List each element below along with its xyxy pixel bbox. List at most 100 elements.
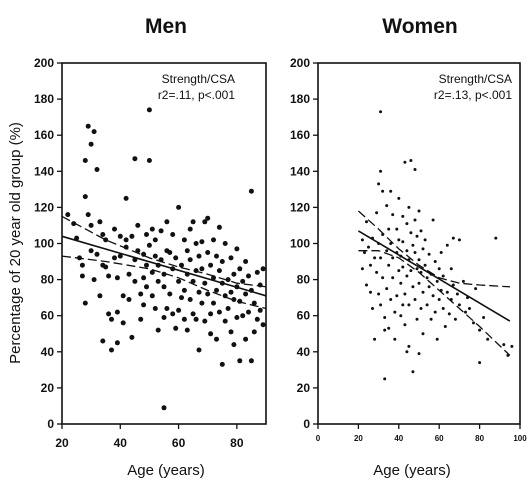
women-y-tick-label: 180 bbox=[290, 92, 310, 106]
men-y-tick-label: 20 bbox=[41, 381, 55, 395]
men-y-tick-label: 80 bbox=[41, 273, 55, 287]
women-data-point bbox=[391, 276, 395, 280]
men-data-point bbox=[117, 253, 123, 259]
men-data-point bbox=[123, 195, 129, 201]
men-data-point bbox=[214, 336, 219, 342]
women-y-tick-label: 120 bbox=[290, 200, 310, 214]
women-data-point bbox=[411, 243, 415, 247]
men-data-point bbox=[181, 287, 187, 293]
men-data-point bbox=[170, 311, 176, 317]
men-fit-line bbox=[61, 235, 267, 297]
men-data-point bbox=[167, 250, 173, 255]
men-data-point bbox=[167, 291, 173, 297]
women-x-tick-label: 20 bbox=[354, 434, 363, 443]
women-data-point bbox=[401, 240, 405, 244]
women-data-point bbox=[510, 344, 514, 348]
men-data-point bbox=[91, 277, 97, 283]
women-y-tick-label: 40 bbox=[297, 345, 311, 359]
women-data-point bbox=[425, 303, 429, 307]
women-data-point bbox=[449, 267, 453, 271]
women-plot-panel: 0 20 40 60 80 100 120 140 160 180 200 0 20 40 60 80 100 bbox=[290, 56, 527, 443]
men-data-point bbox=[211, 300, 216, 306]
women-data-point bbox=[389, 242, 393, 245]
men-data-point bbox=[97, 219, 103, 225]
men-data-point bbox=[161, 271, 167, 277]
women-data-point bbox=[431, 218, 435, 222]
men-data-point bbox=[144, 232, 149, 237]
men-data-point bbox=[88, 222, 94, 228]
women-x-tick-label: 0 bbox=[316, 434, 321, 443]
women-data-point bbox=[486, 337, 490, 341]
women-data-point bbox=[415, 317, 419, 321]
women-data-point bbox=[383, 328, 387, 332]
women-data-point bbox=[401, 303, 405, 307]
men-data-point bbox=[129, 233, 135, 239]
women-data-point bbox=[417, 352, 421, 356]
men-annotation-line2: r2=.11, p<.001 bbox=[158, 88, 236, 102]
women-data-point bbox=[373, 256, 377, 260]
women-data-point bbox=[415, 267, 419, 271]
men-data-point bbox=[176, 278, 182, 284]
men-data-point bbox=[138, 316, 144, 322]
men-data-point bbox=[123, 237, 129, 243]
men-data-point bbox=[251, 329, 257, 335]
men-data-point bbox=[181, 316, 187, 322]
women-data-point bbox=[445, 243, 449, 247]
men-data-point bbox=[164, 219, 170, 225]
men-data-point bbox=[205, 215, 211, 221]
women-data-point bbox=[427, 252, 431, 256]
men-y-tick-label: 200 bbox=[34, 56, 54, 70]
men-data-point bbox=[225, 306, 231, 311]
women-data-point bbox=[391, 213, 395, 217]
men-data-point bbox=[94, 251, 100, 257]
men-data-point bbox=[149, 293, 155, 299]
men-data-point bbox=[129, 334, 135, 340]
men-data-point bbox=[199, 266, 205, 272]
men-y-tick-label: 180 bbox=[34, 92, 54, 106]
men-data-point bbox=[176, 204, 182, 210]
men-y-tick-label: 120 bbox=[34, 200, 54, 214]
men-data-point bbox=[225, 277, 231, 283]
men-data-point bbox=[149, 269, 155, 275]
women-data-point bbox=[405, 274, 409, 278]
men-data-point bbox=[248, 188, 254, 194]
women-data-point bbox=[441, 307, 445, 310]
men-data-point bbox=[88, 141, 94, 147]
men-data-point bbox=[257, 307, 263, 313]
men-data-point bbox=[100, 232, 106, 237]
men-x-tick-label: 60 bbox=[172, 436, 186, 450]
men-data-point bbox=[100, 338, 106, 344]
men-lower-band-line bbox=[61, 255, 267, 310]
women-data-point bbox=[360, 238, 364, 242]
women-lower-band-line bbox=[358, 250, 511, 356]
women-data-point bbox=[472, 321, 475, 325]
men-data-point bbox=[126, 297, 132, 302]
men-data-point bbox=[85, 212, 91, 218]
men-annotation-line1: Strength/CSA bbox=[162, 72, 235, 86]
men-data-point bbox=[82, 158, 88, 163]
men-data-point bbox=[170, 232, 176, 237]
men-data-point bbox=[120, 293, 126, 299]
women-x-tick-label: 60 bbox=[435, 434, 444, 443]
women-data-point bbox=[401, 214, 405, 218]
women-data-point bbox=[464, 310, 467, 314]
women-data-point bbox=[482, 316, 486, 319]
women-data-point bbox=[383, 377, 387, 381]
women-annotation-line1: Strength/CSA bbox=[439, 72, 512, 86]
women-data-point bbox=[411, 285, 415, 289]
men-data-point bbox=[222, 241, 228, 246]
men-data-point bbox=[216, 268, 222, 274]
men-data-point bbox=[82, 194, 88, 200]
women-data-point bbox=[385, 249, 389, 253]
men-data-point bbox=[161, 284, 167, 290]
women-data-point bbox=[413, 168, 417, 171]
men-data-point bbox=[254, 316, 260, 322]
men-data-point bbox=[208, 311, 214, 317]
women-data-point bbox=[373, 337, 377, 341]
men-data-point bbox=[228, 289, 234, 295]
men-y-tick-label: 100 bbox=[34, 237, 54, 251]
women-data-point bbox=[365, 283, 368, 287]
men-data-point bbox=[144, 262, 149, 268]
women-data-point bbox=[403, 292, 407, 296]
